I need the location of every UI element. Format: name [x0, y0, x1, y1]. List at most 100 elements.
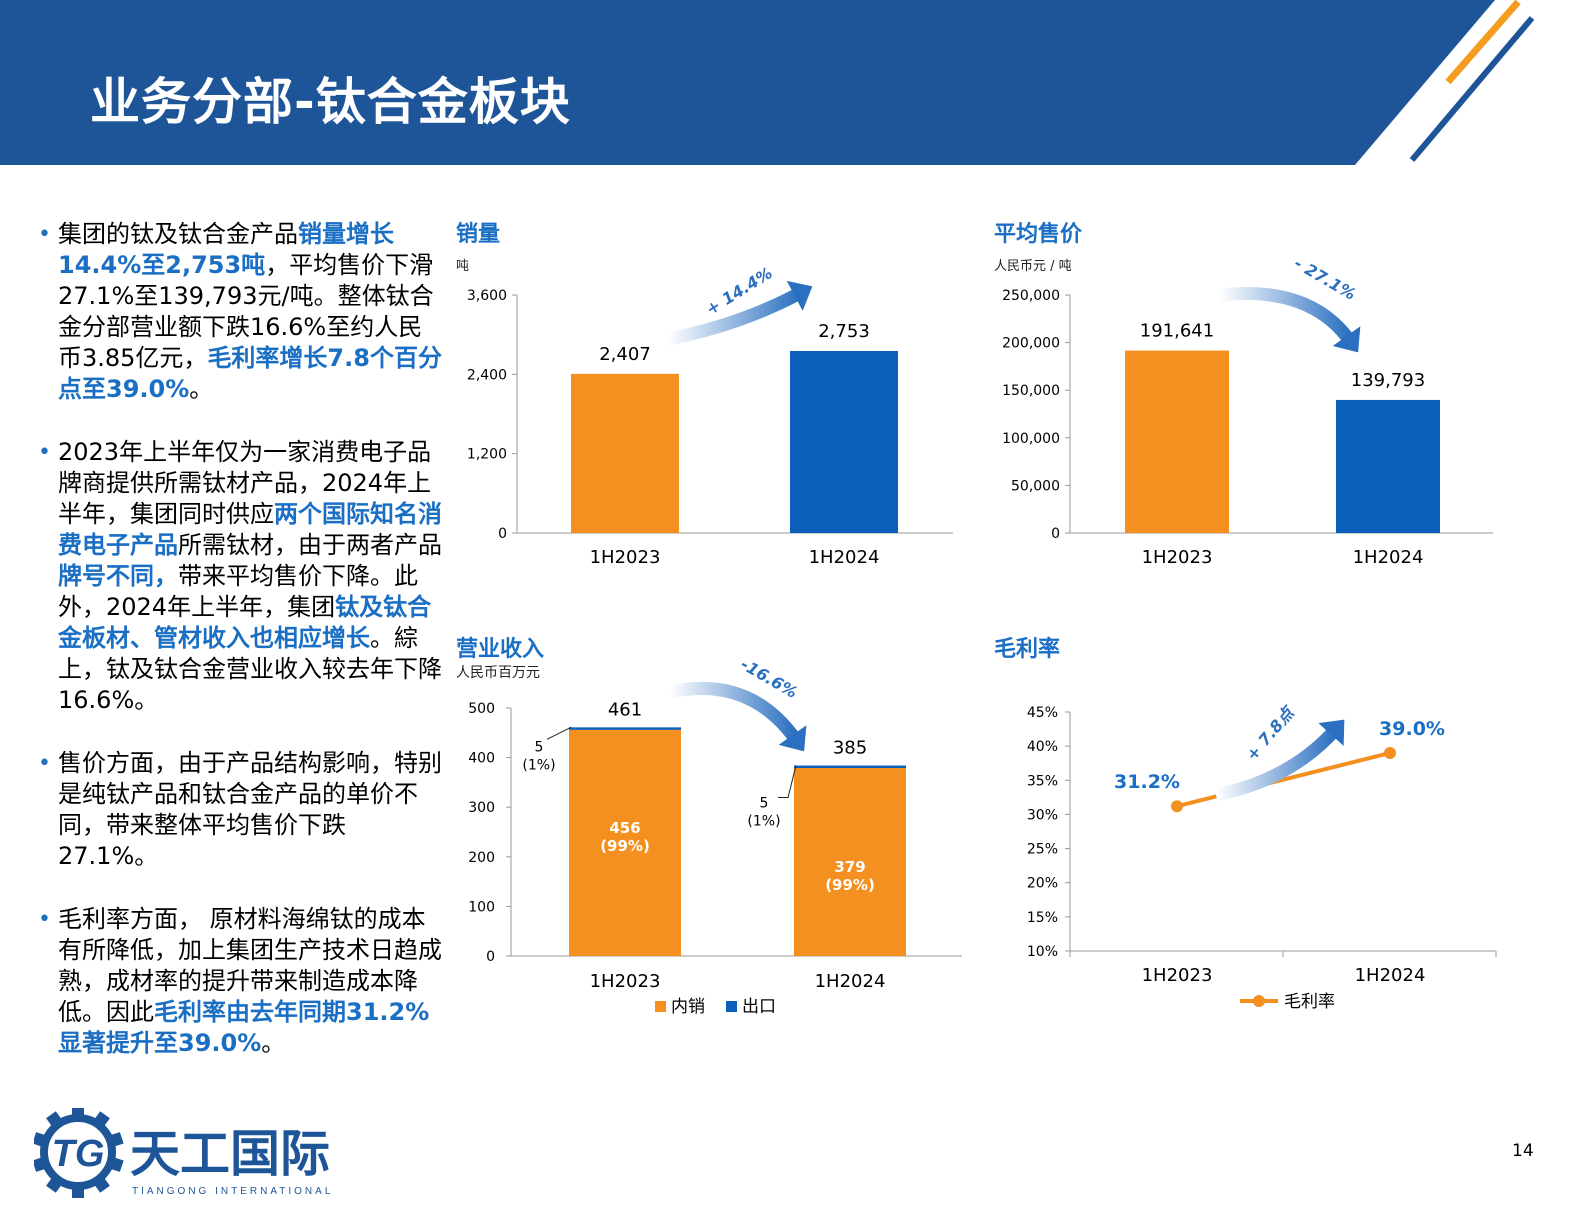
y-tick-label: 200: [468, 850, 495, 866]
body-text: 。綜上，钛及钛合金营业收入较去年下降16.6%。: [58, 624, 442, 714]
domestic-pct-label: (99%): [600, 837, 650, 855]
y-tick-label: 400: [468, 751, 495, 767]
x-tick-label: 1H2023: [1142, 547, 1213, 568]
bar-domestic: [794, 768, 906, 956]
bullet-item: • 集团的钛及钛合金产品销量增长14.4%至2,753吨，平均售价下滑27.1%至…: [38, 219, 443, 405]
gear-tooth: [108, 1156, 124, 1172]
export-pct-label: (1%): [747, 814, 780, 830]
chart-title: 平均售价: [994, 221, 1083, 247]
domestic-value-label: 379: [834, 858, 865, 876]
growth-arrow-head: [786, 280, 813, 311]
revenue-chart: 营业收入 人民币百万元 0 100 200 300 400 500 456 (99%) 461 1H2…: [450, 630, 980, 1030]
y-tick-label: 1,200: [467, 447, 507, 463]
highlight-text: 两个国际知名消费电子产品: [58, 500, 442, 559]
growth-arrow: [666, 287, 804, 346]
y-tick-label: 45%: [1027, 705, 1058, 721]
y-tick-label: 20%: [1027, 876, 1058, 892]
bar: [790, 350, 898, 533]
sales-volume-chart: 销量吨 0 1,200 2,400 3,600 2,407 1H2023 2,753 1H202…: [450, 215, 970, 585]
orange-stripe: [1445, 0, 1521, 85]
company-logo: TG 天工国际 TIANGONG INTERNATIONAL: [32, 1106, 354, 1198]
gear-tooth: [72, 1186, 84, 1198]
chart-title: 毛利率: [994, 636, 1060, 662]
logo-name-en: TIANGONG INTERNATIONAL: [132, 1186, 333, 1197]
decline-arrow-head: [778, 725, 807, 752]
highlight-text: 钛及钛合金板材、管材收入也相应增长: [58, 593, 432, 652]
y-tick-label: 35%: [1027, 773, 1058, 789]
legend-swatch-domestic: [655, 1001, 666, 1012]
data-label: 39.0%: [1379, 718, 1445, 740]
y-tick-label: 100: [468, 899, 495, 915]
y-tick-label: 200,000: [1002, 336, 1060, 352]
svg-text:TG: TG: [52, 1133, 105, 1175]
legend-swatch-export: [726, 1001, 737, 1012]
bar-domestic: [569, 729, 681, 956]
y-tick-label: 0: [1051, 526, 1060, 542]
chart-title: 营业收入: [456, 636, 544, 662]
y-tick-label: 100,000: [1002, 431, 1060, 447]
x-tick-label: 1H2023: [590, 971, 661, 992]
x-tick-label: 1H2024: [1355, 965, 1426, 986]
page-number: 14: [1512, 1141, 1534, 1161]
margin-point: [1384, 746, 1396, 759]
header-shape: [0, 0, 1535, 165]
bullet-dot-icon: •: [38, 222, 51, 247]
data-label: 31.2%: [1114, 771, 1180, 793]
y-tick-label: 10%: [1027, 944, 1058, 960]
highlight-text: 毛利率由去年同期31.2%显著提升至39.0%: [58, 998, 430, 1057]
total-label: 385: [833, 738, 867, 759]
margin-line: [1176, 751, 1391, 809]
y-tick-label: 3,600: [467, 288, 507, 304]
data-label: 139,793: [1351, 370, 1425, 391]
y-tick-label: 15%: [1027, 910, 1058, 926]
bullet-dot-icon: •: [38, 751, 51, 776]
growth-arrow: [1214, 725, 1340, 802]
bullet-list: • 集团的钛及钛合金产品销量增长14.4%至2,753吨，平均售价下滑27.1%至…: [38, 219, 443, 1091]
bullet-dot-icon: •: [38, 907, 51, 932]
y-tick-label: 50,000: [1011, 478, 1060, 494]
body-text: ，平均售价下滑27.1%至139,793元/吨。整体钛合金分部营业额下跌16.6…: [58, 251, 434, 372]
bullet-item: • 售价方面，由于产品结构影响，特别是纯钛产品和钛合金产品的单价不同，带来整体平均…: [38, 748, 443, 872]
bar: [571, 373, 679, 533]
y-tick-label: 2,400: [467, 367, 507, 383]
bullet-dot-icon: •: [38, 440, 51, 465]
y-tick-label: 25%: [1027, 842, 1058, 858]
logo-gear-icon: TG 天工国际 TIANGONG INTERNATIONAL: [32, 1106, 333, 1198]
highlight-text: 销量增长14.4%至2,753吨: [58, 220, 394, 279]
gear-tooth: [46, 1111, 63, 1129]
avg-price-chart: 平均售价 人民币元 / 吨 0 50,000 100,000 150,000 200,000…: [990, 215, 1510, 585]
y-axis-label: 人民币百万元: [456, 665, 540, 681]
margin-point: [1171, 800, 1183, 813]
bar-export: [794, 765, 906, 769]
y-tick-label: 40%: [1027, 739, 1058, 755]
growth-annotation: + 7.8点: [1242, 702, 1299, 764]
domestic-value-label: 456: [609, 819, 640, 837]
bar: [1336, 399, 1440, 533]
x-tick-label: 1H2023: [1142, 965, 1213, 986]
y-tick-label: 150,000: [1002, 383, 1060, 399]
total-label: 461: [608, 699, 642, 720]
revenue-svg: 营业收入人民币百万元0100200300400500456(99%)4611H2…: [456, 636, 962, 1017]
x-tick-label: 1H2024: [815, 971, 886, 992]
export-value-label: 5: [535, 739, 544, 755]
body-text: 集团的钛及钛合金产品: [58, 220, 298, 248]
domestic-pct-label: (99%): [825, 876, 875, 894]
chart-title: 销量: [456, 222, 500, 247]
bullet-item: • 毛利率方面， 原材料海绵钛的成本有所降低，加上集团生产技术日趋成熟，成材率的提…: [38, 904, 443, 1059]
callout-line: [546, 726, 572, 740]
gear-tooth: [72, 1106, 84, 1118]
body-text: 带来平均售价下降。此外，2024年上半年，集团: [58, 562, 418, 621]
gross-margin-svg: 毛利率 10% 15% 20% 25% 30% 35% 40% 45% 31.2% 39.0% 1H2…: [994, 636, 1497, 1012]
bullet-item: • 2023年上半年仅为一家消费电子品牌商提供所需钛材产品，2024年上半年，集团…: [38, 437, 443, 716]
legend-label-export: 出口: [742, 997, 776, 1017]
body-text: 。: [261, 1029, 286, 1057]
legend-label-domestic: 内销: [671, 997, 705, 1017]
y-tick-label: 0: [498, 526, 507, 542]
page-title: 业务分部-钛合金板块: [90, 73, 571, 131]
logo-name-cn: 天工国际: [130, 1125, 330, 1183]
body-text: 售价方面，由于产品结构影响，特别是纯钛产品和钛合金产品的单价不同，带来整体平均售…: [58, 749, 442, 870]
bar: [1125, 350, 1229, 533]
export-value-label: 5: [760, 796, 769, 812]
gear-tooth: [93, 1175, 110, 1193]
